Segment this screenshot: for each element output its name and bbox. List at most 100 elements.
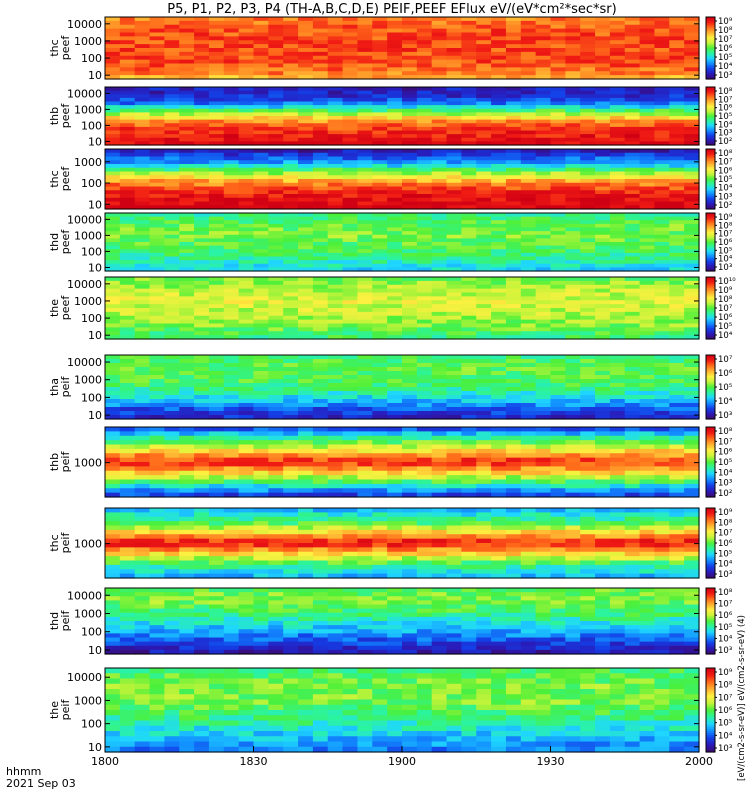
heatmap-cell [535, 105, 552, 110]
heatmap-cell [253, 375, 269, 380]
heatmap-cell [134, 231, 151, 236]
heatmap-cell [253, 17, 269, 22]
colorbar-segment [706, 371, 715, 374]
heatmap-cell [327, 134, 344, 139]
heatmap-cell [298, 331, 314, 336]
heatmap-cell [505, 462, 522, 467]
heatmap-cell [535, 292, 552, 297]
heatmap-cell [357, 175, 373, 180]
heatmap-cell [491, 323, 507, 328]
heatmap-cell [134, 431, 151, 437]
heatmap-cell [624, 130, 641, 135]
heatmap-cell [119, 137, 136, 142]
heatmap-cell [654, 71, 670, 76]
heatmap-cell [283, 435, 299, 441]
colorbar-tick-label: 10⁵ [718, 175, 732, 185]
heatmap-cell [624, 335, 641, 340]
heatmap-cell [179, 67, 195, 72]
heatmap-cell [208, 213, 225, 218]
heatmap-cell [223, 431, 240, 437]
heatmap-cell [684, 492, 700, 498]
heatmap-cell [520, 220, 537, 225]
heatmap-cell [327, 391, 344, 396]
heatmap-cell [327, 40, 344, 45]
heatmap-cell [387, 134, 403, 139]
heatmap-cell [580, 171, 596, 176]
heatmap-cell [669, 395, 685, 400]
heatmap-cell [639, 51, 656, 57]
heatmap-cell [624, 403, 641, 408]
heatmap-cell [238, 431, 255, 437]
heatmap-cell [595, 223, 611, 229]
heatmap-cell [565, 395, 581, 400]
heatmap-cell [342, 479, 359, 485]
heatmap-cell [387, 331, 403, 336]
heatmap-cell [164, 315, 180, 321]
heatmap-cell [520, 123, 537, 128]
heatmap-cell [327, 288, 344, 294]
heatmap-cell [580, 231, 596, 236]
heatmap-cell [357, 277, 373, 282]
heatmap-cell [461, 216, 477, 221]
heatmap-cell [639, 435, 656, 441]
heatmap-cell [105, 371, 121, 376]
heatmap-cell [372, 201, 388, 206]
heatmap-cell [461, 141, 477, 146]
heatmap-cell [491, 399, 507, 404]
heatmap-cell [654, 75, 670, 80]
heatmap-cell [609, 399, 626, 404]
heatmap-cell [179, 453, 195, 459]
heatmap-cell [387, 220, 403, 225]
heatmap-cell [105, 470, 121, 476]
heatmap-cell [223, 457, 240, 463]
heatmap-cell [253, 453, 269, 459]
heatmap-cell [565, 315, 581, 321]
heatmap-cell [446, 67, 462, 72]
heatmap-cell [238, 116, 255, 121]
heatmap-cell [669, 407, 685, 412]
heatmap-cell [179, 164, 195, 169]
heatmap-cell [223, 238, 240, 243]
colorbar-tick-label: 10³ [718, 129, 732, 139]
heatmap-cell [194, 171, 210, 176]
heatmap-cell [223, 152, 240, 158]
heatmap-cell [550, 101, 566, 106]
heatmap-cell [208, 32, 225, 37]
heatmap-cell [208, 201, 225, 206]
heatmap-cell [431, 280, 448, 286]
heatmap-cell [550, 186, 566, 191]
heatmap-cell [223, 242, 240, 247]
heatmap-cell [535, 453, 552, 459]
heatmap-cell [505, 108, 522, 113]
heatmap-cell [476, 331, 492, 336]
heatmap-cell [149, 407, 165, 412]
heatmap-cell [580, 355, 596, 360]
heatmap-cell [387, 260, 403, 265]
heatmap-cell [387, 40, 403, 45]
colorbar-tick-label: 10⁴ [718, 255, 733, 265]
heatmap-cell [595, 415, 611, 420]
heatmap-cell [283, 238, 299, 243]
heatmap-cell [105, 227, 121, 232]
colorbar-segment [706, 164, 715, 167]
heatmap-cell [327, 304, 344, 309]
heatmap-cell [520, 292, 537, 297]
heatmap-cell [327, 205, 344, 210]
heatmap-cell [624, 213, 641, 218]
heatmap-cell [520, 197, 537, 203]
heatmap-cell [149, 126, 165, 132]
heatmap-cell [312, 130, 329, 135]
colorbar-tick-label: 10⁴ [718, 184, 733, 194]
heatmap-cell [268, 90, 284, 95]
heatmap-cell [298, 308, 314, 313]
heatmap-cell [283, 462, 299, 467]
heatmap-cell [253, 112, 269, 117]
heatmap-cell [312, 59, 329, 65]
heatmap-cell [580, 134, 596, 139]
heatmap-cell [357, 387, 373, 392]
heatmap-cell [565, 24, 581, 30]
heatmap-cell [491, 395, 507, 400]
heatmap-cell [431, 263, 448, 268]
heatmap-cell [372, 171, 388, 176]
heatmap-cell [208, 470, 225, 476]
